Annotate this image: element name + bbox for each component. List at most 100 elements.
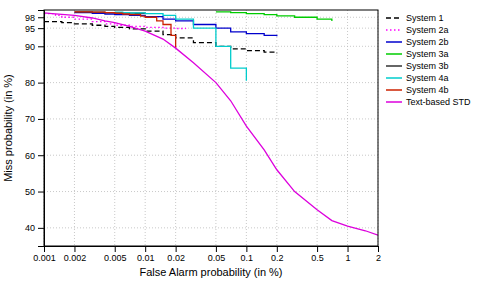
x-tick-mark (348, 246, 349, 252)
y-tick-label: 70 (25, 114, 35, 124)
x-tick-label: 2 (376, 253, 381, 263)
y-tick-mark (38, 228, 44, 229)
legend-item: System 1 (386, 13, 444, 23)
y-tick: 95 (25, 24, 44, 34)
x-tick-label: 0.002 (64, 253, 87, 263)
legend-label: System 4b (406, 85, 449, 95)
x-tick: 0.01 (137, 246, 155, 263)
legend-swatch (386, 77, 402, 79)
y-tick-mark (38, 28, 44, 29)
x-tick-mark (277, 246, 278, 252)
grid-line-y (44, 46, 378, 47)
grid-line-y (44, 155, 378, 156)
grid (44, 10, 378, 246)
y-tick: 80 (25, 78, 44, 88)
grid-line-x (347, 10, 348, 246)
x-tick-label: 0.2 (271, 253, 284, 263)
y-tick-mark (38, 119, 44, 120)
x-tick: 0.02 (167, 246, 185, 263)
lines (44, 12, 378, 235)
x-tick-mark (176, 246, 177, 252)
x-tick-label: 0.5 (311, 253, 324, 263)
y-tick-mark (38, 155, 44, 156)
x-tick-label: 0.02 (167, 253, 185, 263)
x-tick: 0.5 (311, 246, 324, 263)
x-tick: 2 (376, 246, 381, 263)
y-tick: 70 (25, 114, 44, 124)
legend-item: System 3a (386, 49, 449, 59)
x-tick-mark (216, 246, 217, 252)
y-tick-label: 95 (25, 24, 35, 34)
y-tick-label: 50 (25, 187, 35, 197)
x-tick-mark (317, 246, 318, 252)
x-tick-label: 0.05 (208, 253, 226, 263)
x-tick-mark (115, 246, 116, 252)
y-tick: 90 (25, 42, 44, 52)
x-tick: 0.005 (104, 246, 127, 263)
legend-swatch (386, 89, 402, 91)
grid-line-y (44, 17, 378, 18)
plot-frame (44, 10, 378, 246)
legend-swatch (386, 53, 402, 55)
y-tick: 40 (25, 223, 44, 233)
legend-swatch (386, 29, 402, 31)
y-tick-mark (38, 17, 44, 18)
y-axis: 40 50 60 70 80 90 9598 (25, 11, 45, 247)
plot: 0.001 0.002 0.005 0.01 0.02 0.05 0.1 0.2 0.5 1 2 40… (25, 10, 381, 263)
grid-line-x (145, 10, 146, 246)
series-line (115, 12, 247, 81)
x-tick: 0.001 (33, 246, 56, 263)
chart: 0.001 0.002 0.005 0.01 0.02 0.05 0.1 0.2 0.5 1 2 40… (0, 0, 478, 282)
legend-label: System 4a (406, 73, 449, 83)
x-tick-mark (145, 246, 146, 252)
x-tick-label: 0.001 (33, 253, 56, 263)
grid-line-y (44, 82, 378, 83)
legend-item: System 4b (386, 85, 449, 95)
x-axis-title: False Alarm probability (in %) (139, 266, 282, 278)
grid-line-y (44, 227, 378, 228)
x-tick-mark (74, 246, 75, 252)
legend-label: Text-based STD (406, 97, 471, 107)
grid-line-x (114, 10, 115, 246)
x-tick: 1 (346, 246, 351, 263)
legend-item: System 2b (386, 37, 449, 47)
grid-line-x (74, 10, 75, 246)
legend-swatch (386, 17, 402, 19)
legend-item: System 3b (386, 61, 449, 71)
legend-swatch (386, 65, 402, 67)
x-tick: 0.002 (64, 246, 87, 263)
y-tick-mark (38, 46, 44, 47)
legend-swatch (386, 101, 402, 103)
grid-line-x (246, 10, 247, 246)
grid-line-x (276, 10, 277, 246)
legend-label: System 3a (406, 49, 449, 59)
legend-item: Text-based STD (386, 97, 471, 107)
x-tick: 0.05 (208, 246, 226, 263)
y-tick: 98 (25, 13, 44, 23)
x-axis-line (45, 247, 379, 253)
series-line (44, 13, 378, 235)
y-tick: 50 (25, 187, 44, 197)
y-tick: 60 (25, 151, 44, 161)
x-axis: 0.001 0.002 0.005 0.01 0.02 0.05 0.1 0.2 0.5 1 2 (33, 246, 381, 263)
y-tick-label: 80 (25, 78, 35, 88)
legend-item: System 4a (386, 73, 449, 83)
legend-swatch (386, 41, 402, 43)
y-tick-label: 98 (25, 13, 35, 23)
y-axis-title: Miss probability (in %) (2, 74, 14, 182)
x-tick-label: 0.1 (241, 253, 254, 263)
y-tick-mark (38, 192, 44, 193)
x-tick-label: 0.005 (104, 253, 127, 263)
x-tick: 0.1 (241, 246, 254, 263)
x-tick-mark (246, 246, 247, 252)
x-tick: 0.2 (271, 246, 284, 263)
grid-line-y (44, 191, 378, 192)
grid-line-y (44, 118, 378, 119)
legend-label: System 1 (406, 13, 444, 23)
y-tick-mark (38, 83, 44, 84)
y-tick-label: 90 (25, 42, 35, 52)
series-line (216, 12, 332, 21)
y-tick-label: 60 (25, 151, 35, 161)
legend: System 1System 2aSystem 2bSystem 3aSyste… (386, 13, 471, 107)
y-tick-label: 40 (25, 223, 35, 233)
